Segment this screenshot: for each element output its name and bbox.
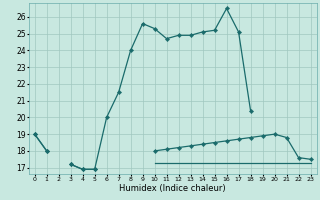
X-axis label: Humidex (Indice chaleur): Humidex (Indice chaleur) bbox=[119, 184, 226, 193]
